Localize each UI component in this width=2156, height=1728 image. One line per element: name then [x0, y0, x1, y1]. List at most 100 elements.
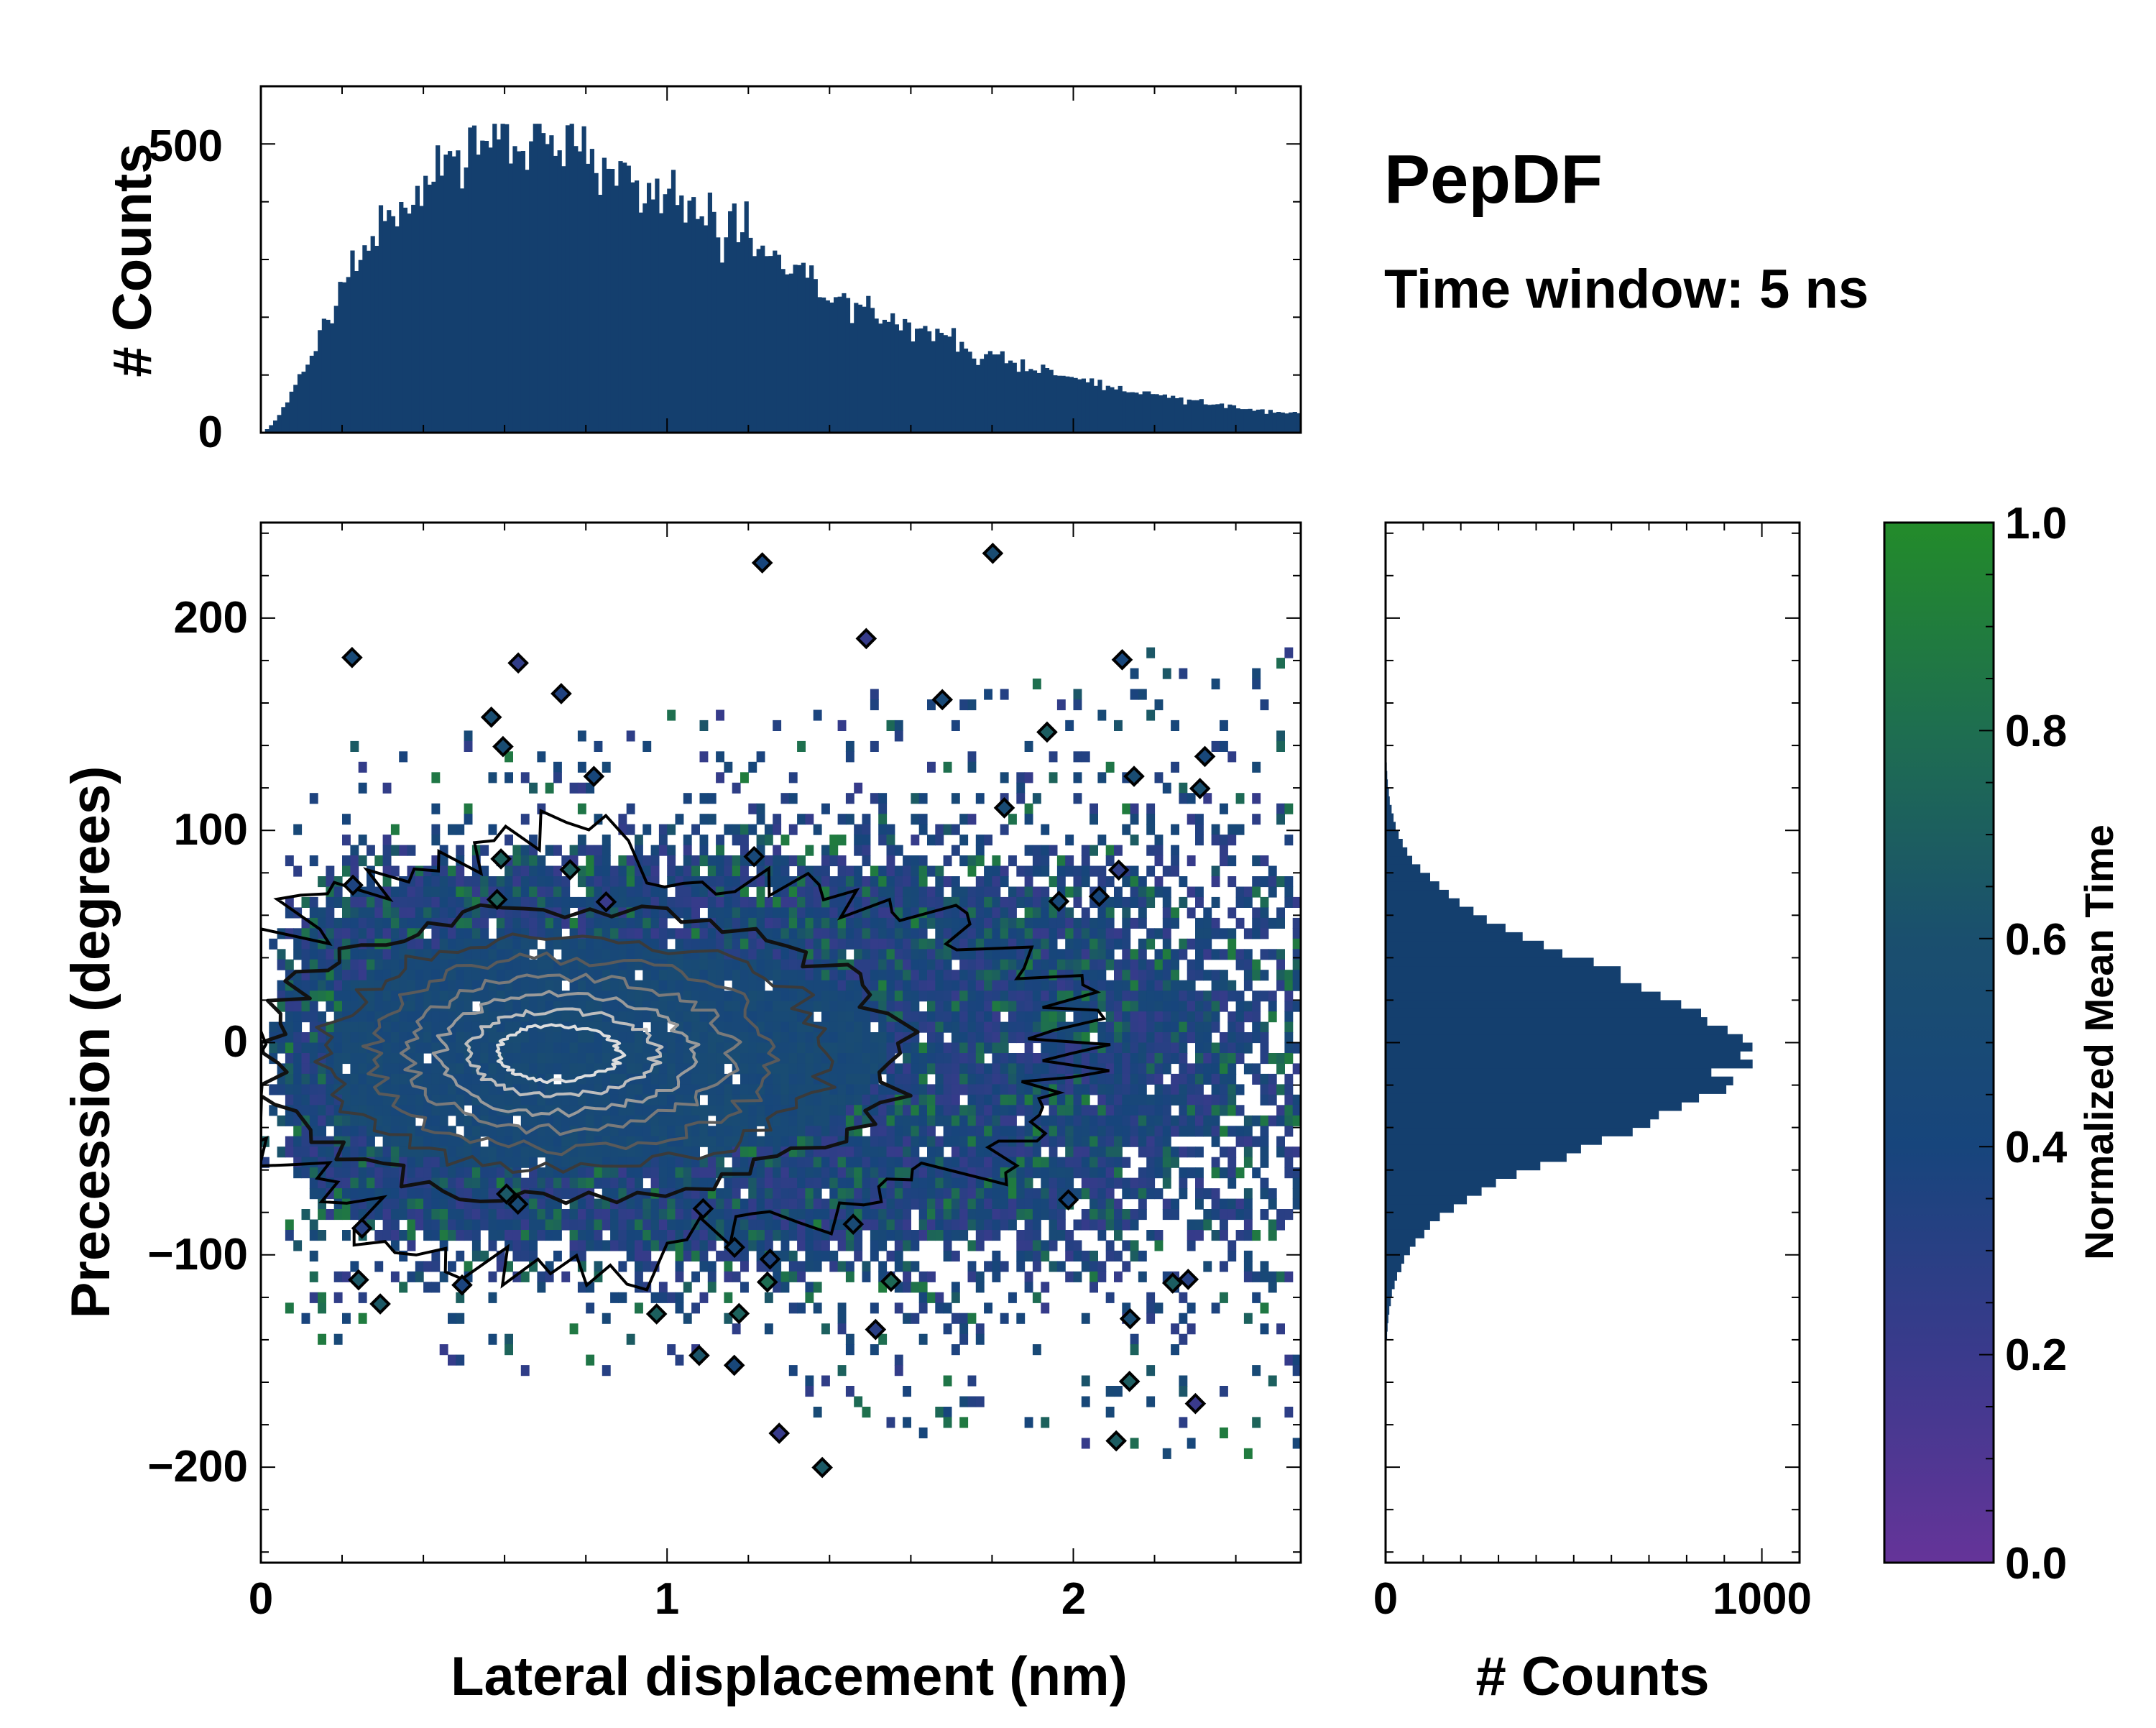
heatmap-cell [870, 918, 879, 929]
heatmap-cell [683, 939, 692, 950]
heatmap-cell [1049, 772, 1058, 783]
heatmap-cell [545, 1209, 554, 1220]
heatmap-cell [829, 1032, 838, 1043]
heatmap-cell [887, 1126, 895, 1136]
heatmap-cell [927, 1053, 936, 1064]
heatmap-cell [805, 1126, 814, 1136]
heatmap-cell [805, 1105, 814, 1116]
heatmap-cell [1106, 907, 1115, 918]
heatmap-cell [895, 1146, 903, 1157]
heatmap-cell [1244, 1230, 1253, 1241]
heatmap-cell [1252, 876, 1261, 887]
heatmap-cell [440, 1209, 448, 1220]
heatmap-cell [1089, 804, 1098, 814]
heatmap-cell [821, 991, 830, 1001]
heatmap-cell [1212, 1053, 1220, 1064]
heatmap-cell [1195, 1053, 1204, 1064]
heatmap-cell [748, 1240, 757, 1251]
heatmap-cell [1114, 1043, 1123, 1054]
heatmap-cell [708, 793, 717, 804]
heatmap-cell [903, 1105, 911, 1116]
heatmap-cell [529, 1240, 538, 1251]
heatmap-cell [716, 1157, 724, 1168]
heatmap-cell [1025, 980, 1033, 991]
heatmap-cell [1122, 980, 1130, 991]
top-histogram-bar [561, 166, 566, 433]
heatmap-cell [821, 949, 830, 960]
heatmap-cell [1163, 1095, 1171, 1106]
heatmap-cell [895, 887, 903, 898]
heatmap-cell [952, 1105, 960, 1116]
heatmap-cell [959, 1084, 968, 1095]
heatmap-cell [878, 1126, 887, 1136]
heatmap-cell [342, 960, 351, 970]
heatmap-cell [586, 1043, 594, 1054]
heatmap-cell [423, 907, 432, 918]
heatmap-cell [1236, 1105, 1245, 1116]
heatmap-cell [708, 1063, 717, 1074]
heatmap-cell [1033, 1157, 1041, 1168]
heatmap-cell [992, 1199, 1000, 1210]
heatmap-cell [992, 1011, 1000, 1022]
heatmap-cell [659, 835, 668, 845]
heatmap-cell [489, 1272, 497, 1282]
heatmap-cell [846, 1261, 854, 1272]
heatmap-cell [561, 1209, 570, 1220]
heatmap-cell [691, 1074, 700, 1085]
heatmap-cell [862, 855, 871, 866]
heatmap-cell [423, 1063, 432, 1074]
top-histogram-bar [814, 279, 818, 433]
heatmap-cell [1065, 907, 1074, 918]
heatmap-cell [431, 835, 440, 845]
heatmap-cell [1000, 1063, 1009, 1074]
heatmap-cell [553, 866, 562, 877]
heatmap-cell [700, 835, 709, 845]
heatmap-cell [829, 845, 838, 856]
top-histogram-bar [866, 296, 870, 433]
heatmap-cell [781, 1063, 790, 1074]
heatmap-cell [610, 887, 619, 898]
heatmap-cell [480, 991, 489, 1001]
top-histogram-bar [797, 265, 801, 433]
heatmap-cell [814, 1188, 822, 1199]
heatmap-cell [691, 887, 700, 898]
heatmap-cell [1025, 866, 1033, 877]
heatmap-cell [367, 1022, 375, 1033]
heatmap-cell [586, 897, 594, 908]
heatmap-cell [1089, 1022, 1098, 1033]
heatmap-cell [854, 1063, 862, 1074]
heatmap-cell [302, 1001, 310, 1012]
heatmap-cell [293, 866, 302, 877]
heatmap-cell [570, 1032, 579, 1043]
heatmap-cell [838, 1323, 847, 1334]
heatmap-cell [521, 1230, 530, 1241]
heatmap-cell [1106, 1157, 1115, 1168]
heatmap-cell [1122, 824, 1130, 835]
heatmap-cell [302, 1053, 310, 1064]
heatmap-cell [1114, 980, 1123, 991]
heatmap-cell [789, 1167, 798, 1178]
heatmap-cell [740, 1074, 749, 1085]
heatmap-cell [285, 1220, 294, 1231]
heatmap-cell [1244, 887, 1253, 898]
top-histogram-bar [1272, 413, 1276, 433]
heatmap-cell [838, 1146, 847, 1157]
heatmap-cell [310, 1105, 318, 1116]
heatmap-cell [854, 991, 862, 1001]
heatmap-cell [1212, 897, 1220, 908]
heatmap-cell [724, 1136, 732, 1147]
heatmap-cell [505, 1001, 513, 1012]
heatmap-cell [1041, 1043, 1049, 1054]
heatmap-cell [1049, 1199, 1058, 1210]
heatmap-cell [919, 887, 928, 898]
heatmap-cell [293, 1063, 302, 1074]
heatmap-cell [748, 1043, 757, 1054]
heatmap-cell [553, 1230, 562, 1241]
heatmap-cell [1097, 928, 1106, 939]
heatmap-cell [456, 1355, 464, 1366]
heatmap-cell [635, 1302, 643, 1313]
heatmap-cell [342, 1178, 351, 1189]
heatmap-cell [935, 1074, 944, 1085]
top-histogram-bar [1130, 392, 1135, 433]
heatmap-cell [1130, 1136, 1139, 1147]
